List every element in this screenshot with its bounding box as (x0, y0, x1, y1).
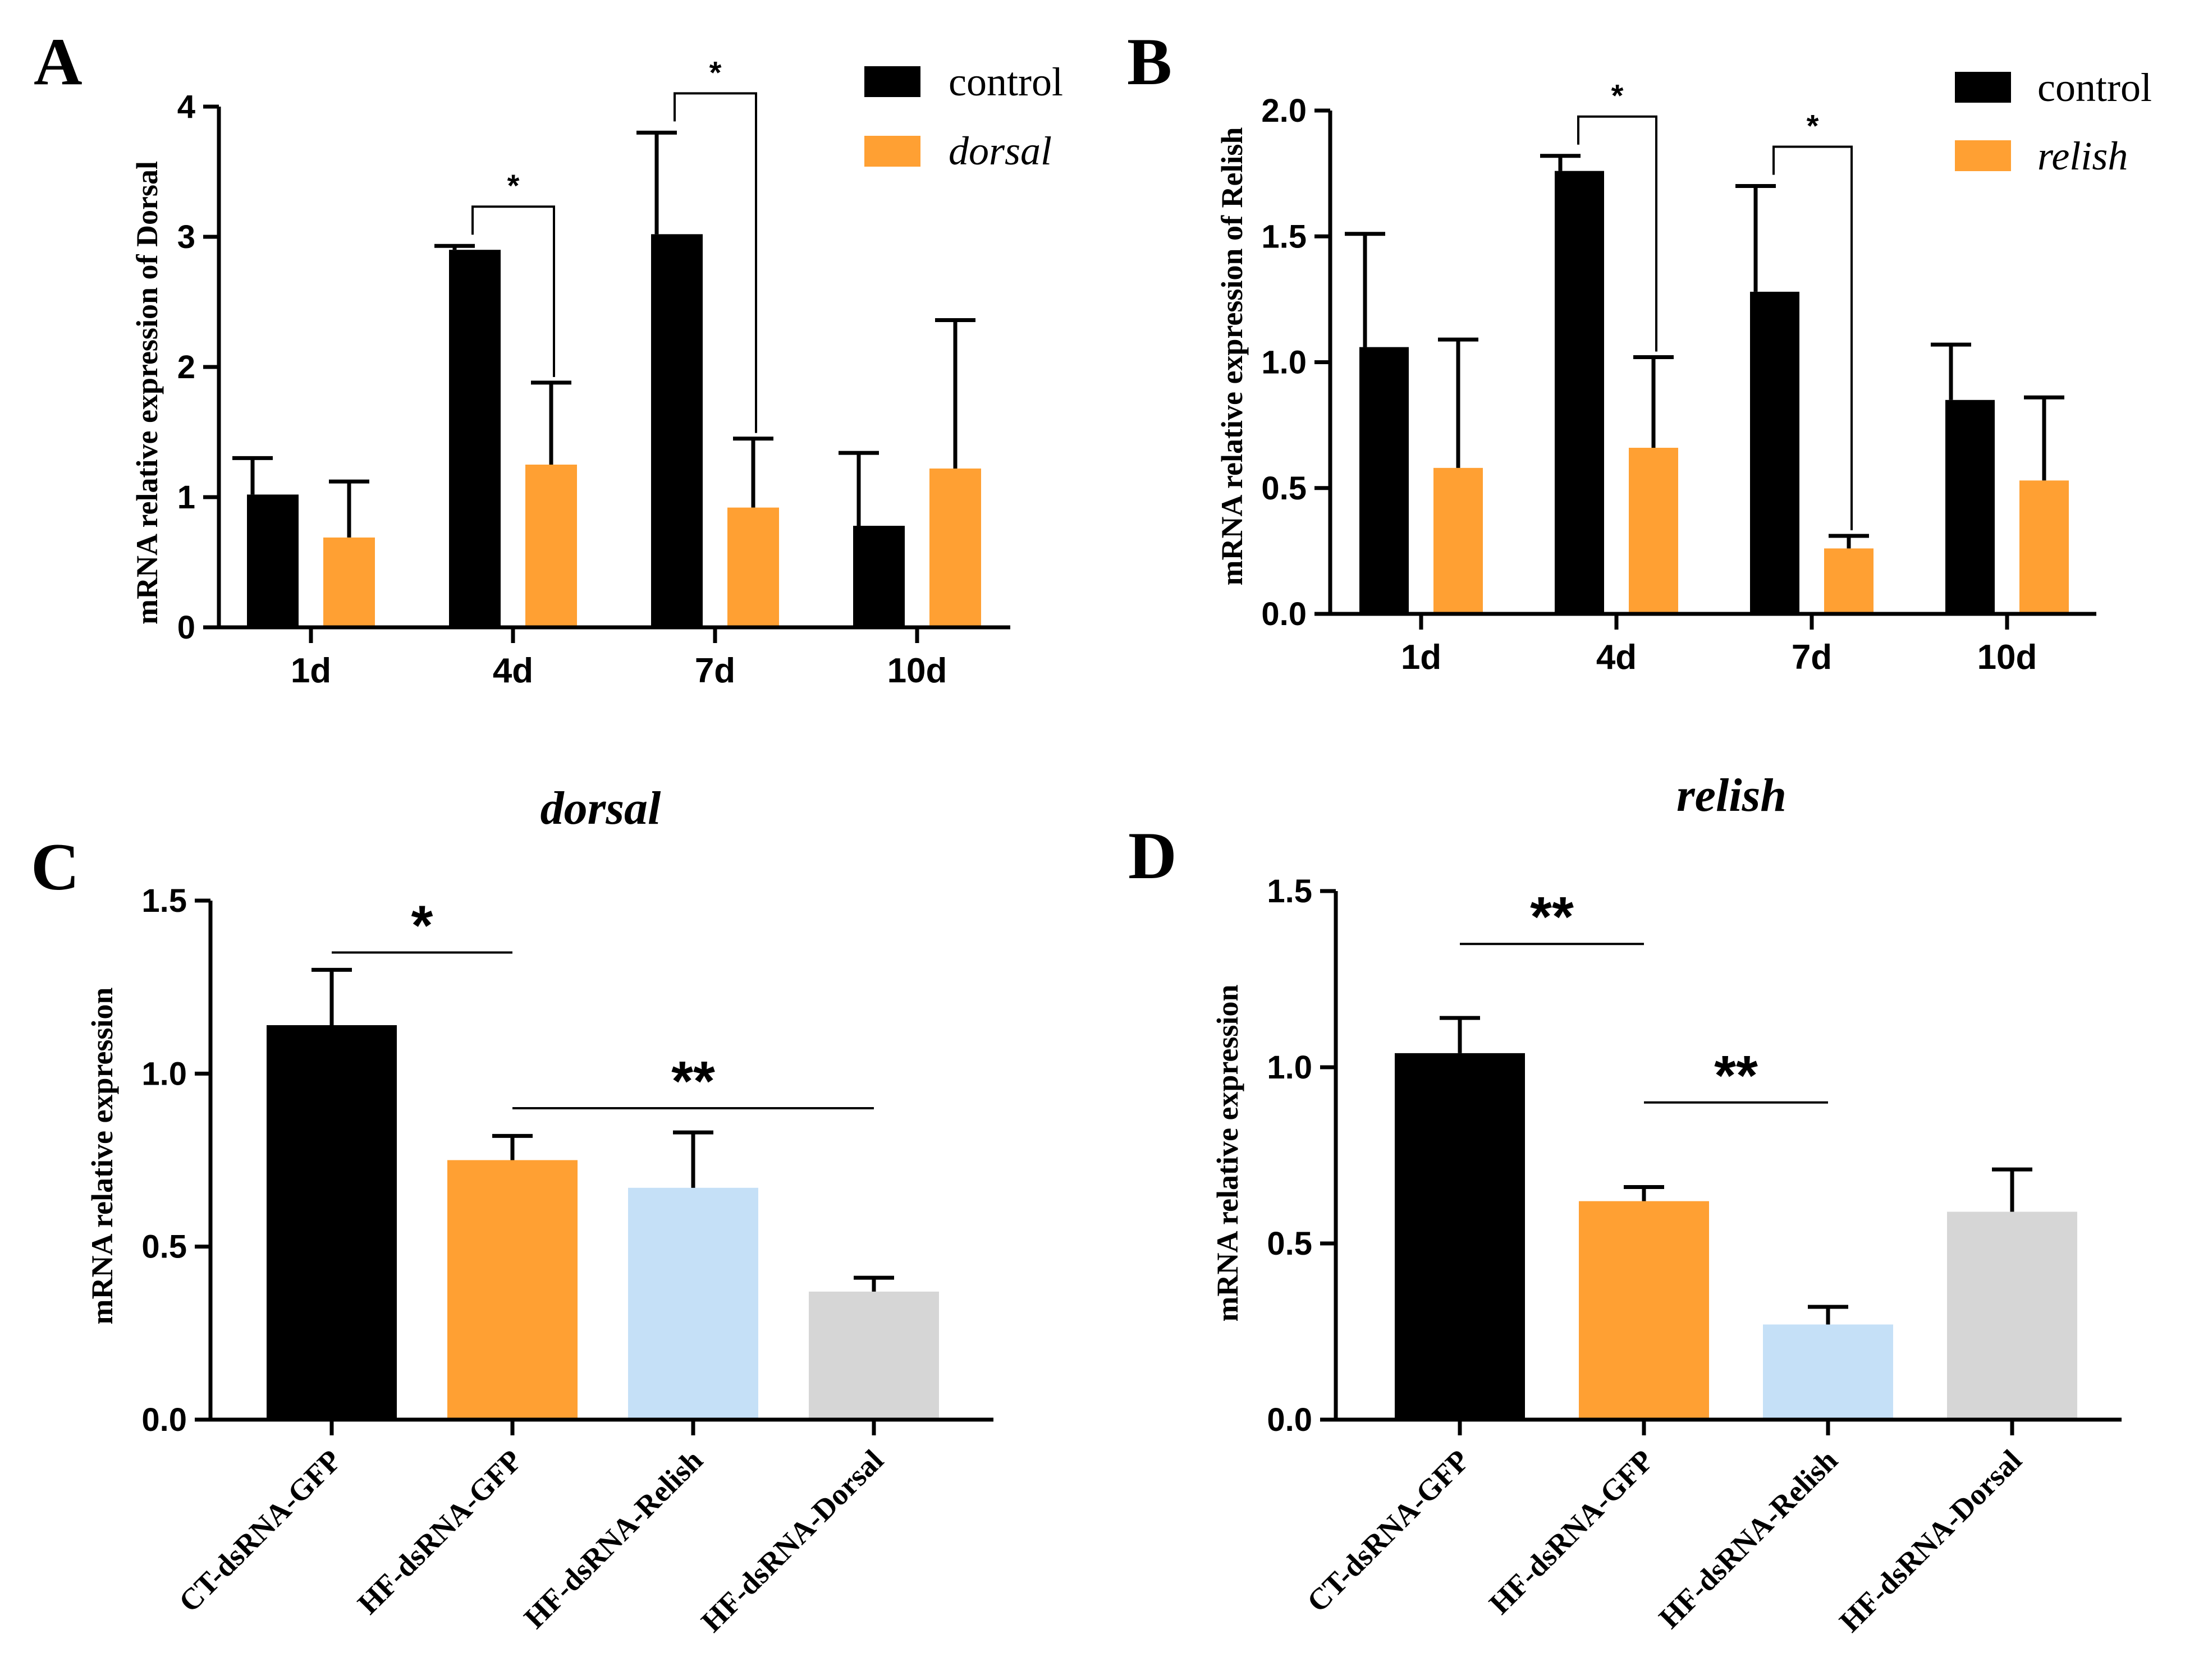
bar (323, 537, 375, 627)
y-tick-label: 4 (177, 89, 195, 125)
legend-label-dorsal: dorsal (949, 128, 1052, 173)
chart-title: relish (1676, 769, 1787, 821)
bar (447, 1160, 578, 1420)
x-tick-label: 10d (1977, 638, 2037, 677)
bar (1945, 400, 1995, 614)
bar (1359, 347, 1409, 614)
bar (1629, 447, 1678, 614)
x-tick-label: 1d (291, 651, 331, 690)
significance-label: ** (1714, 1044, 1758, 1107)
legend-swatch-control (864, 66, 920, 97)
significance-bracket (1577, 115, 1657, 352)
significance-bracket (674, 92, 757, 433)
panel-label: A (34, 24, 83, 99)
y-tick-label: 0.0 (141, 1402, 187, 1438)
bar (727, 507, 779, 627)
y-axis-label: mRNA relative expression of Dorsal (130, 161, 164, 625)
x-tick-label: 4d (493, 651, 533, 690)
x-tick-label: 10d (887, 651, 947, 690)
y-tick-label: 0.5 (1261, 470, 1307, 507)
bar (1750, 291, 1799, 614)
panel-b: B mRNA relative expression of Relish 0.0… (1127, 24, 2152, 677)
x-tick-label: 7d (1792, 638, 1832, 677)
panel-label: B (1127, 24, 1172, 99)
significance-label: * (1807, 108, 1819, 144)
y-axis-label: mRNA relative expression of Relish (1215, 127, 1249, 586)
legend-swatch-control (1955, 72, 2011, 103)
significance-label: ** (671, 1050, 715, 1113)
y-tick-label: 0.0 (1261, 596, 1307, 632)
legend: control dorsal (864, 59, 1063, 173)
x-tick-label: HF-dsRNA-GFP (351, 1443, 528, 1621)
legend-swatch-dorsal (864, 136, 920, 167)
bar (267, 1025, 397, 1420)
y-tick-label: 0.5 (1267, 1225, 1312, 1262)
x-tick-label: HF-dsRNA-Relish (517, 1443, 709, 1635)
bar (247, 494, 299, 627)
y-tick-label: 1.0 (1267, 1049, 1312, 1086)
bar (651, 234, 703, 627)
y-tick-label: 1 (177, 479, 195, 516)
y-tick-label: 1.5 (1261, 218, 1307, 255)
bar (853, 526, 905, 627)
bar (525, 465, 577, 627)
significance-label: * (507, 168, 520, 203)
x-tick-label: 7d (695, 651, 735, 690)
y-tick-label: 2.0 (1261, 93, 1307, 129)
bar (1763, 1324, 1893, 1420)
y-axis-label: mRNA relative expression (85, 988, 119, 1325)
bar (1555, 171, 1604, 614)
y-tick-label: 1.0 (1261, 345, 1307, 381)
significance-bracket (1772, 145, 1853, 530)
bar (2019, 480, 2069, 614)
bar (929, 468, 981, 627)
x-tick-label: HF-dsRNA-Dorsal (1833, 1443, 2028, 1638)
legend-swatch-relish (1955, 140, 2011, 171)
x-tick-label: CT-dsRNA-GFP (172, 1443, 348, 1619)
panel-label: C (31, 829, 80, 904)
significance-label: ** (1530, 885, 1574, 948)
panel-c: C dorsal mRNA relative expression 0.0 0.5… (31, 782, 993, 1638)
y-tick-label: 1.5 (1267, 873, 1312, 910)
panel-a: A mRNA relative expression of Dorsal 0 1 2… (34, 24, 1063, 690)
bar (1947, 1211, 2077, 1420)
y-axis-label: mRNA relative expression (1211, 985, 1244, 1322)
legend-label-control: control (2037, 65, 2152, 110)
bar (809, 1291, 939, 1420)
y-tick-label: 3 (177, 219, 195, 255)
bar (449, 250, 501, 627)
legend: control relish (1955, 65, 2152, 178)
bar (1824, 548, 1873, 614)
significance-bracket (471, 205, 555, 377)
x-tick-label: CT-dsRNA-GFP (1300, 1443, 1476, 1619)
panel-label: D (1128, 818, 1177, 893)
y-tick-label: 2 (177, 349, 195, 385)
significance-label: * (1611, 78, 1624, 113)
bar (1433, 467, 1483, 614)
y-tick-label: 0.0 (1267, 1402, 1312, 1438)
y-tick-label: 1.0 (141, 1055, 187, 1092)
x-tick-label: HF-dsRNA-Dorsal (695, 1443, 890, 1638)
significance-label: * (411, 894, 433, 957)
x-tick-label: HF-dsRNA-GFP (1482, 1443, 1660, 1621)
x-tick-label: 1d (1401, 638, 1441, 677)
x-tick-label: HF-dsRNA-Relish (1652, 1443, 1844, 1635)
bar (1579, 1201, 1709, 1420)
bar (628, 1187, 758, 1420)
bar (1395, 1053, 1525, 1420)
panel-d: D relish mRNA relative expression 0.0 0.5… (1128, 769, 2122, 1638)
x-tick-label: 4d (1596, 638, 1637, 677)
chart-title: dorsal (540, 782, 661, 834)
y-tick-label: 0 (177, 609, 195, 646)
y-tick-label: 1.5 (141, 883, 187, 919)
y-tick-label: 0.5 (141, 1229, 187, 1265)
legend-label-control: control (949, 59, 1063, 104)
significance-label: * (709, 54, 722, 90)
legend-label-relish: relish (2037, 134, 2128, 178)
